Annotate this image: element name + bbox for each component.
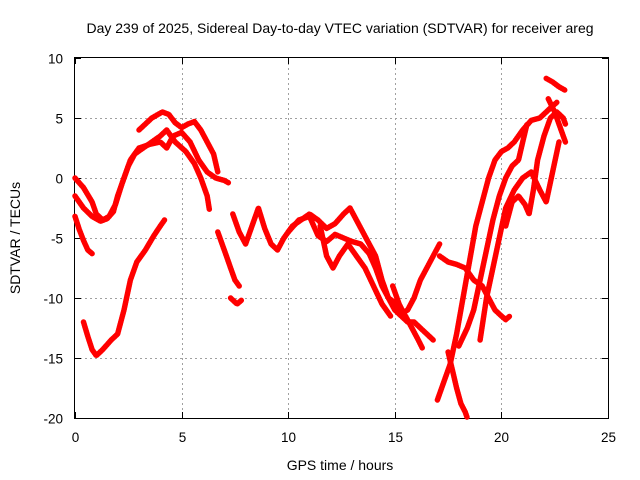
x-tick-label: 0 xyxy=(72,430,80,445)
satellite-track-7 xyxy=(227,295,245,307)
satellite-track-17 xyxy=(502,109,569,229)
satellite-track-9 xyxy=(285,213,426,352)
satellite-track-10 xyxy=(317,223,394,319)
x-tick-label: 10 xyxy=(281,430,296,445)
plot-frame xyxy=(74,57,609,419)
y-tick-label: -20 xyxy=(43,412,63,427)
y-axis-label: SDTVAR / TECUs xyxy=(7,182,23,294)
data-series xyxy=(72,75,569,421)
satellite-track-11 xyxy=(389,241,443,316)
satellite-track-15 xyxy=(445,349,471,421)
satellite-track-5 xyxy=(80,217,168,359)
y-tick-label: 5 xyxy=(55,112,63,127)
y-tick-label: 10 xyxy=(48,52,63,67)
satellite-track-18 xyxy=(543,75,569,94)
satellite-track-2 xyxy=(72,129,232,224)
satellite-track-16 xyxy=(477,139,562,343)
x-tick-label: 25 xyxy=(601,430,616,445)
satellite-track-3 xyxy=(72,213,95,257)
satellite-track-6 xyxy=(215,229,242,289)
satellite-track-12 xyxy=(434,99,560,403)
satellite-track-14 xyxy=(456,121,530,349)
y-tick-label: -10 xyxy=(43,292,63,307)
x-axis-label: GPS time / hours xyxy=(287,457,394,473)
y-tick-label: -15 xyxy=(43,352,63,367)
satellite-track-8 xyxy=(230,205,436,343)
y-tick-label: 0 xyxy=(55,172,63,187)
x-tick-label: 15 xyxy=(388,430,403,445)
satellite-track-4 xyxy=(136,109,221,175)
axis-ticks: 0 5 10 15 20 25 -20 -15 -10 -5 0 5 10 xyxy=(43,52,616,446)
satellite-track-13 xyxy=(436,253,513,323)
x-tick-label: 20 xyxy=(494,430,509,445)
x-tick-label: 5 xyxy=(179,430,187,445)
chart-title: Day 239 of 2025, Sidereal Day-to-day VTE… xyxy=(86,20,593,36)
y-tick-label: -5 xyxy=(51,232,63,247)
satellite-track-19 xyxy=(545,96,569,145)
